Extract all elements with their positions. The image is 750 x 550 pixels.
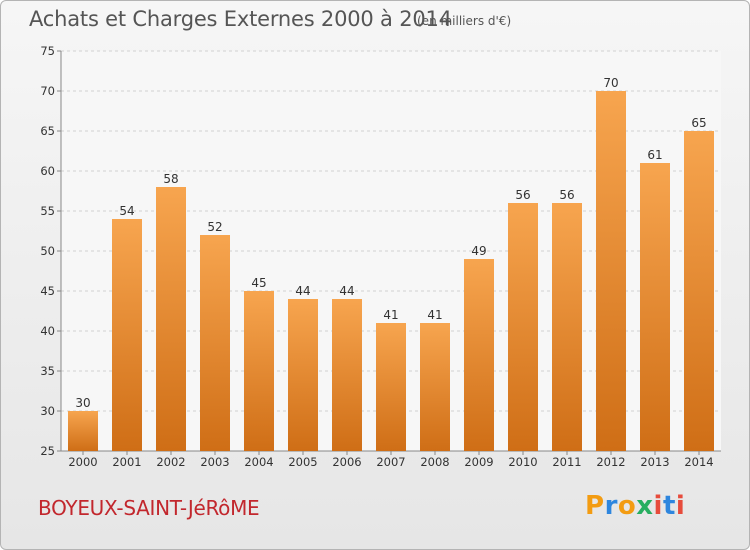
x-tick-label: 2002 [156, 455, 185, 469]
proxiti-logo: Proxiti [585, 491, 686, 521]
bar-value-label: 65 [691, 116, 706, 130]
x-tick-label: 2011 [552, 455, 581, 469]
bar-value-label: 54 [119, 204, 134, 218]
bar [640, 163, 670, 451]
x-tick-label: 2001 [112, 455, 141, 469]
y-tick-label: 45 [40, 284, 55, 298]
bar-value-label: 61 [647, 148, 662, 162]
x-tick-label: 2003 [200, 455, 229, 469]
bar-value-label: 41 [427, 308, 442, 322]
bar [508, 203, 538, 451]
y-tick-label: 75 [40, 44, 55, 58]
chart-title: Achats et Charges Externes 2000 à 2014 [29, 7, 452, 31]
bar [552, 203, 582, 451]
bar [244, 291, 274, 451]
y-tick-label: 50 [40, 244, 55, 258]
y-tick-label: 40 [40, 324, 55, 338]
bar-value-label: 56 [559, 188, 574, 202]
x-tick-label: 2010 [508, 455, 537, 469]
bar-value-label: 56 [515, 188, 530, 202]
y-tick-label: 60 [40, 164, 55, 178]
bar [112, 219, 142, 451]
bar [420, 323, 450, 451]
bar [288, 299, 318, 451]
x-tick-label: 2013 [640, 455, 669, 469]
y-tick-label: 65 [40, 124, 55, 138]
x-tick-label: 2008 [420, 455, 449, 469]
bar [596, 91, 626, 451]
bar [200, 235, 230, 451]
bar [68, 411, 98, 451]
y-tick-label: 25 [40, 444, 55, 458]
x-tick-label: 2012 [596, 455, 625, 469]
commune-name: BOYEUX-SAINT-JéRôME [38, 496, 260, 520]
x-tick-label: 2005 [288, 455, 317, 469]
bar [156, 187, 186, 451]
bar-value-label: 70 [603, 76, 618, 90]
bar [464, 259, 494, 451]
x-tick-label: 2009 [464, 455, 493, 469]
bar-value-label: 52 [207, 220, 222, 234]
x-tick-label: 2004 [244, 455, 273, 469]
x-tick-label: 2000 [68, 455, 97, 469]
bar-value-label: 49 [471, 244, 486, 258]
bar [684, 131, 714, 451]
bar-value-label: 44 [295, 284, 310, 298]
x-tick-label: 2006 [332, 455, 361, 469]
y-tick-label: 70 [40, 84, 55, 98]
bar-value-label: 30 [75, 396, 90, 410]
bar-value-label: 58 [163, 172, 178, 186]
bar-value-label: 41 [383, 308, 398, 322]
y-tick-label: 30 [40, 404, 55, 418]
x-tick-label: 2014 [684, 455, 713, 469]
bar [332, 299, 362, 451]
bar-value-label: 44 [339, 284, 354, 298]
x-tick-label: 2007 [376, 455, 405, 469]
y-tick-label: 55 [40, 204, 55, 218]
bar [376, 323, 406, 451]
y-tick-label: 35 [40, 364, 55, 378]
bar-value-label: 45 [251, 276, 266, 290]
chart-unit: (en milliers d'€) [417, 14, 512, 28]
